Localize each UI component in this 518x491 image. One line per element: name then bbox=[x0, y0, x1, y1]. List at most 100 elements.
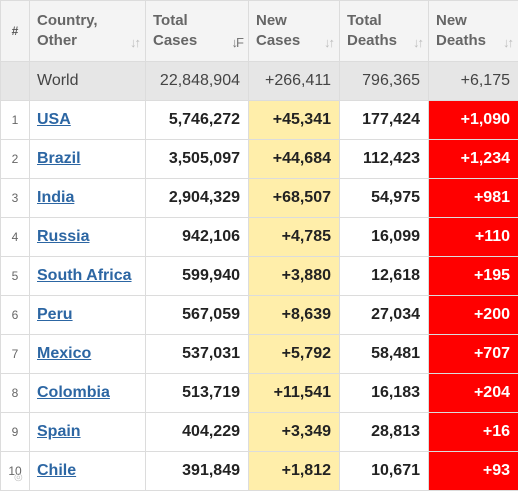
header-row: # Country, Other ↓↑ Total Cases ↓F New bbox=[1, 1, 518, 62]
total-cases-cell: 513,719 bbox=[146, 374, 249, 413]
watermark: ◎ bbox=[14, 472, 23, 483]
sort-descending-icon[interactable]: ↓F bbox=[232, 33, 242, 53]
country-link[interactable]: South Africa bbox=[37, 267, 132, 284]
world-total-cases-cell: 22,848,904 bbox=[146, 62, 249, 101]
new-deaths-cell: +200 bbox=[429, 296, 518, 335]
header-total-deaths[interactable]: Total Deaths ↓↑ bbox=[340, 1, 429, 62]
total-deaths-cell: 27,034 bbox=[340, 296, 429, 335]
total-cases-cell: 391,849 bbox=[146, 452, 249, 491]
country-cell: Chile bbox=[30, 452, 146, 491]
new-cases-cell: +8,639 bbox=[249, 296, 340, 335]
new-deaths-cell: +1,234 bbox=[429, 140, 518, 179]
total-deaths-cell: 10,671 bbox=[340, 452, 429, 491]
row-index-cell: 8 bbox=[1, 374, 30, 413]
country-cell: USA bbox=[30, 101, 146, 140]
header-total-deaths-label-2: Deaths bbox=[347, 31, 410, 51]
new-deaths-cell: +93 bbox=[429, 452, 518, 491]
sort-updown-icon[interactable]: ↓↑ bbox=[503, 33, 512, 53]
row-index-cell: 7 bbox=[1, 335, 30, 374]
country-cell: Colombia bbox=[30, 374, 146, 413]
country-cell: Peru bbox=[30, 296, 146, 335]
row-index-cell: 3 bbox=[1, 179, 30, 218]
country-link[interactable]: Peru bbox=[37, 306, 73, 323]
total-cases-cell: 3,505,097 bbox=[146, 140, 249, 179]
header-total-cases-label-1: Total bbox=[153, 11, 230, 31]
new-cases-cell: +68,507 bbox=[249, 179, 340, 218]
row-index-cell: 10 bbox=[1, 452, 30, 491]
header-new-deaths[interactable]: New Deaths ↓↑ bbox=[429, 1, 518, 62]
country-link[interactable]: Colombia bbox=[37, 384, 110, 401]
row-index-cell: 1 bbox=[1, 101, 30, 140]
header-new-deaths-label-1: New bbox=[436, 11, 500, 31]
new-deaths-cell: +16 bbox=[429, 413, 518, 452]
header-index: # bbox=[1, 1, 30, 62]
row-index-cell: 5 bbox=[1, 257, 30, 296]
new-cases-cell: +3,349 bbox=[249, 413, 340, 452]
total-cases-cell: 537,031 bbox=[146, 335, 249, 374]
country-cell: Brazil bbox=[30, 140, 146, 179]
new-cases-cell: +45,341 bbox=[249, 101, 340, 140]
country-link[interactable]: Russia bbox=[37, 228, 89, 245]
new-cases-cell: +3,880 bbox=[249, 257, 340, 296]
sort-updown-icon[interactable]: ↓↑ bbox=[130, 33, 139, 53]
row-index-cell: 2 bbox=[1, 140, 30, 179]
header-new-cases-label-2: Cases bbox=[256, 31, 321, 51]
header-index-label: # bbox=[12, 24, 19, 38]
header-new-cases[interactable]: New Cases ↓↑ bbox=[249, 1, 340, 62]
country-link[interactable]: Mexico bbox=[37, 345, 91, 362]
world-row: World 22,848,904 +266,411 796,365 +6,175 bbox=[1, 62, 518, 101]
row-index-cell: 6 bbox=[1, 296, 30, 335]
new-deaths-cell: +707 bbox=[429, 335, 518, 374]
row-index-cell: 9 bbox=[1, 413, 30, 452]
country-cell: South Africa bbox=[30, 257, 146, 296]
country-link[interactable]: Spain bbox=[37, 423, 81, 440]
new-cases-cell: +5,792 bbox=[249, 335, 340, 374]
country-link[interactable]: Chile bbox=[37, 462, 76, 479]
new-cases-cell: +1,812 bbox=[249, 452, 340, 491]
total-cases-cell: 599,940 bbox=[146, 257, 249, 296]
header-country-label-1: Country, bbox=[37, 11, 127, 31]
total-cases-cell: 5,746,272 bbox=[146, 101, 249, 140]
total-deaths-cell: 12,618 bbox=[340, 257, 429, 296]
country-cell: India bbox=[30, 179, 146, 218]
header-total-cases[interactable]: Total Cases ↓F bbox=[146, 1, 249, 62]
total-deaths-cell: 16,099 bbox=[340, 218, 429, 257]
country-link[interactable]: India bbox=[37, 189, 74, 206]
new-cases-cell: +11,541 bbox=[249, 374, 340, 413]
total-deaths-cell: 177,424 bbox=[340, 101, 429, 140]
new-cases-cell: +44,684 bbox=[249, 140, 340, 179]
total-cases-cell: 404,229 bbox=[146, 413, 249, 452]
sort-updown-icon[interactable]: ↓↑ bbox=[413, 33, 422, 53]
world-new-cases-cell: +266,411 bbox=[249, 62, 340, 101]
total-deaths-cell: 58,481 bbox=[340, 335, 429, 374]
sort-updown-icon[interactable]: ↓↑ bbox=[324, 33, 333, 53]
total-deaths-cell: 54,975 bbox=[340, 179, 429, 218]
total-deaths-cell: 28,813 bbox=[340, 413, 429, 452]
row-index-cell: 4 bbox=[1, 218, 30, 257]
total-deaths-cell: 16,183 bbox=[340, 374, 429, 413]
country-link[interactable]: USA bbox=[37, 111, 71, 128]
world-new-deaths-cell: +6,175 bbox=[429, 62, 518, 101]
new-cases-cell: +4,785 bbox=[249, 218, 340, 257]
new-deaths-cell: +1,090 bbox=[429, 101, 518, 140]
total-cases-cell: 2,904,329 bbox=[146, 179, 249, 218]
total-cases-cell: 942,106 bbox=[146, 218, 249, 257]
world-total-deaths-cell: 796,365 bbox=[340, 62, 429, 101]
new-deaths-cell: +110 bbox=[429, 218, 518, 257]
new-deaths-cell: +981 bbox=[429, 179, 518, 218]
country-cell: Spain bbox=[30, 413, 146, 452]
header-country[interactable]: Country, Other ↓↑ bbox=[30, 1, 146, 62]
country-link[interactable]: Brazil bbox=[37, 150, 81, 167]
country-cell: Russia bbox=[30, 218, 146, 257]
country-cell: Mexico bbox=[30, 335, 146, 374]
